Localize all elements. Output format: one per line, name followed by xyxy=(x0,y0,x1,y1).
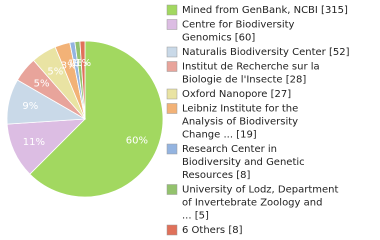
legend-label: Naturalis Biodiversity Center [52] xyxy=(182,47,350,58)
legend-swatch xyxy=(166,184,178,195)
legend-swatch xyxy=(166,46,178,58)
pie-slice xyxy=(29,40,164,198)
slice-label: 5% xyxy=(34,78,50,89)
legend-swatch xyxy=(166,143,178,155)
legend-label: Genomics [60] xyxy=(182,33,255,44)
legend-swatch xyxy=(166,19,178,30)
legend-label: 6 Others [8] xyxy=(182,225,243,236)
legend-label: University of Lodz, Department xyxy=(182,185,339,196)
legend-swatch xyxy=(166,224,178,236)
legend-label: ... [5] xyxy=(182,211,209,222)
legend-label: Leibniz Institute for the xyxy=(182,104,298,115)
legend-label: Resources [8] xyxy=(182,170,251,181)
legend-label: of Invertebrate Zoology and xyxy=(182,198,322,209)
slice-label: 3% xyxy=(61,60,77,71)
slice-label: 60% xyxy=(126,135,148,146)
slice-label: 5% xyxy=(47,66,63,77)
slice-label: 9% xyxy=(22,101,38,112)
slice-label: 1% xyxy=(75,58,91,69)
legend-swatch xyxy=(166,88,178,100)
legend-swatch xyxy=(166,61,178,72)
legend-label: Change ... [19] xyxy=(182,130,257,141)
legend-label: Institut de Recherche sur la xyxy=(182,62,320,73)
legend-label: Biodiversity and Genetic xyxy=(182,157,305,168)
legend-label: Mined from GenBank, NCBI [315] xyxy=(182,5,348,16)
pie-slice xyxy=(79,40,86,120)
legend-swatch xyxy=(166,4,178,16)
legend-label: Research Center in xyxy=(182,144,277,155)
legend-label: Analysis of Biodiversity xyxy=(182,117,298,128)
legend-label: Oxford Nanopore [27] xyxy=(182,89,291,100)
legend-swatch xyxy=(166,103,178,114)
slice-label: 1% xyxy=(68,59,84,70)
legend-label: Centre for Biodiversity xyxy=(182,20,295,31)
legend-label: Biologie de l'Insecte [28] xyxy=(182,75,306,86)
slice-label: 11% xyxy=(23,137,45,148)
slice-label: 1% xyxy=(72,58,88,69)
